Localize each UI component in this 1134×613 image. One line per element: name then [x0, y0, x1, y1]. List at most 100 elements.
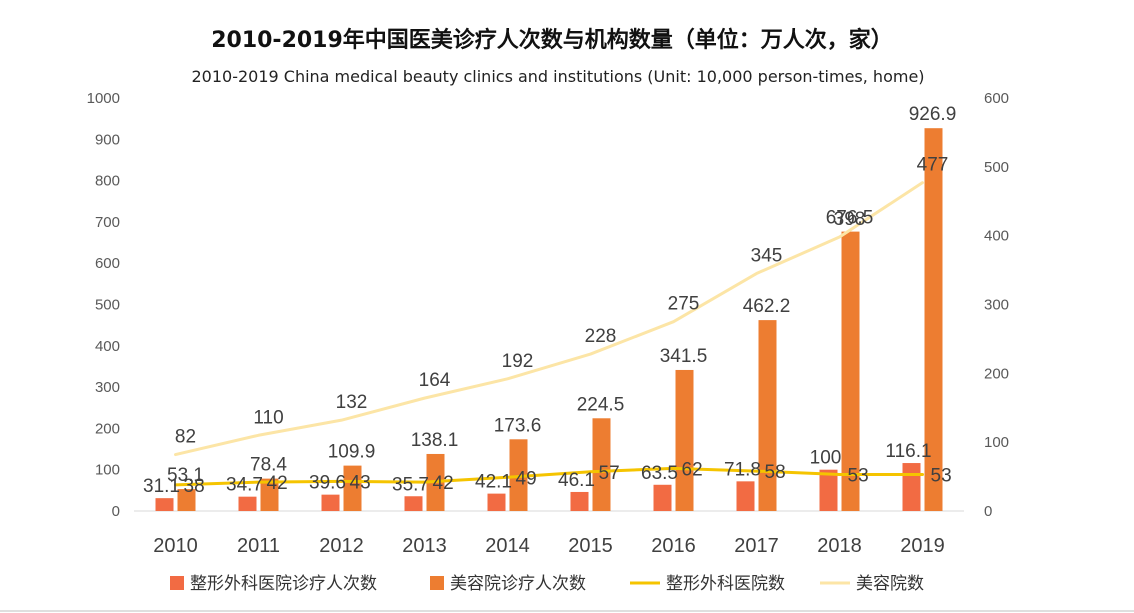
- data-label-plastic-surgery-visits: 39.6: [309, 473, 346, 494]
- left-tick-label: 1000: [87, 90, 120, 107]
- legend-swatch: [430, 576, 444, 590]
- left-tick-label: 100: [95, 462, 120, 479]
- data-label-beauty-salons: 228: [585, 326, 617, 347]
- bar-beauty-salon-visits: [758, 320, 777, 511]
- line-beauty-salons: [174, 181, 924, 457]
- left-tick-label: 200: [95, 420, 120, 437]
- data-label-plastic-surgery-visits: 100: [810, 448, 842, 469]
- bar-plastic-surgery-visits: [238, 496, 257, 511]
- legend-label: 整形外科医院诊疗人次数: [190, 574, 377, 594]
- data-label-plastic-surgery-visits: 63.5: [641, 463, 678, 484]
- x-tick-label: 2019: [900, 535, 945, 557]
- data-label-plastic-surgery-visits: 31.1: [143, 476, 180, 497]
- right-tick-label: 400: [984, 228, 1009, 245]
- data-label-beauty-salons: 192: [502, 351, 534, 372]
- line-plastic-surgery-hospitals: [174, 466, 924, 487]
- data-label-plastic-surgery-hospitals: 53: [848, 466, 869, 487]
- right-tick-label: 300: [984, 297, 1009, 314]
- right-tick-label: 600: [984, 90, 1009, 107]
- right-tick-label: 0: [984, 503, 992, 520]
- data-label-beauty-salons: 477: [917, 155, 949, 176]
- data-label-plastic-surgery-visits: 42.1: [475, 472, 512, 493]
- data-label-beauty-salon-visits: 462.2: [743, 296, 791, 317]
- left-axis: 0 100 200 300 400 500 600 700 800 900 1000: [87, 90, 120, 520]
- data-label-plastic-surgery-visits: 34.7: [226, 475, 263, 496]
- x-tick-label: 2010: [153, 535, 198, 557]
- bar-beauty-salon-visits: [841, 231, 860, 511]
- x-tick-label: 2011: [237, 535, 280, 557]
- bar-plastic-surgery-visits: [487, 493, 506, 511]
- data-label-beauty-salons: 82: [175, 427, 196, 448]
- bar-beauty-salon-visits: [675, 369, 694, 511]
- bar-beauty-salon-visits: [343, 465, 362, 511]
- data-label-plastic-surgery-hospitals: 62: [682, 459, 703, 480]
- data-label-beauty-salons: 275: [668, 294, 700, 315]
- bar-plastic-surgery-visits: [404, 496, 423, 511]
- data-label-plastic-surgery-hospitals: 42: [267, 473, 288, 494]
- x-tick-label: 2015: [568, 535, 613, 557]
- data-label-plastic-surgery-visits: 116.1: [885, 441, 931, 462]
- bar-beauty-salon-visits: [592, 418, 611, 511]
- data-label-beauty-salons: 132: [336, 392, 368, 413]
- data-label-plastic-surgery-visits: 35.7: [392, 474, 429, 495]
- bars-group: [155, 128, 943, 511]
- data-label-plastic-surgery-hospitals: 38: [184, 476, 205, 497]
- left-tick-label: 500: [95, 297, 120, 314]
- bar-plastic-surgery-visits: [902, 463, 921, 511]
- bar-plastic-surgery-visits: [653, 484, 672, 511]
- data-label-plastic-surgery-hospitals: 43: [350, 472, 371, 493]
- data-label-beauty-salon-visits: 676.5: [826, 208, 874, 229]
- data-label-beauty-salons: 345: [751, 246, 783, 267]
- bar-beauty-salon-visits: [924, 128, 943, 511]
- data-label-beauty-salon-visits: 173.6: [494, 415, 542, 436]
- left-tick-label: 300: [95, 379, 120, 396]
- legend: 整形外科医院诊疗人次数 美容院诊疗人次数 整形外科医院数 美容院数: [170, 574, 924, 594]
- data-label-plastic-surgery-hospitals: 53: [931, 466, 952, 487]
- data-label-beauty-salons: 398: [834, 209, 866, 230]
- bar-plastic-surgery-visits: [155, 498, 174, 511]
- bar-beauty-salon-visits: [260, 478, 279, 511]
- data-label-beauty-salons: 164: [419, 370, 451, 391]
- legend-label: 整形外科医院数: [666, 574, 785, 594]
- x-tick-label: 2012: [319, 535, 364, 557]
- data-label-plastic-surgery-hospitals: 49: [516, 468, 537, 489]
- x-tick-label: 2017: [734, 535, 779, 557]
- data-label-beauty-salon-visits: 341.5: [660, 346, 708, 367]
- left-tick-label: 700: [95, 214, 120, 231]
- bar-beauty-salon-visits: [177, 489, 196, 511]
- left-tick-label: 900: [95, 131, 120, 148]
- right-tick-label: 100: [984, 434, 1009, 451]
- data-label-plastic-surgery-visits: 71.8: [724, 459, 761, 480]
- data-label-beauty-salon-visits: 926.9: [909, 104, 957, 125]
- left-tick-label: 600: [95, 255, 120, 272]
- left-tick-label: 0: [112, 503, 120, 520]
- legend-swatch: [170, 576, 184, 590]
- right-tick-label: 200: [984, 365, 1009, 382]
- data-label-beauty-salon-visits: 224.5: [577, 394, 625, 415]
- lines-group: [174, 181, 924, 487]
- data-label-beauty-salon-visits: 53.1: [167, 465, 204, 486]
- data-labels-group: 31.153.1388234.778.44211039.6109.9431323…: [143, 104, 956, 497]
- data-label-beauty-salons: 110: [253, 407, 283, 428]
- data-label-plastic-surgery-hospitals: 57: [599, 463, 620, 484]
- data-label-beauty-salon-visits: 78.4: [250, 455, 287, 476]
- left-tick-label: 400: [95, 338, 120, 355]
- x-tick-label: 2014: [485, 535, 530, 557]
- data-label-plastic-surgery-hospitals: 42: [433, 473, 454, 494]
- bar-plastic-surgery-visits: [736, 481, 755, 511]
- legend-label: 美容院数: [856, 574, 924, 594]
- bar-plastic-surgery-visits: [321, 494, 340, 511]
- x-axis: 2010 2011 2012 2013 2014 2015 2016 2017 2018 2019: [153, 535, 945, 557]
- x-tick-label: 2016: [651, 535, 696, 557]
- data-label-plastic-surgery-hospitals: 58: [765, 462, 786, 483]
- bar-plastic-surgery-visits: [570, 491, 589, 511]
- right-axis: 0 100 200 300 400 500 600: [984, 90, 1009, 520]
- data-label-beauty-salon-visits: 109.9: [328, 442, 376, 463]
- legend-label: 美容院诊疗人次数: [450, 574, 586, 594]
- data-label-plastic-surgery-visits: 46.1: [558, 470, 595, 491]
- x-tick-label: 2018: [817, 535, 862, 557]
- x-tick-label: 2013: [402, 535, 447, 557]
- bar-plastic-surgery-visits: [819, 469, 838, 511]
- chart-title: 2010-2019年中国医美诊疗人次数与机构数量（单位：万人次，家）: [211, 27, 893, 53]
